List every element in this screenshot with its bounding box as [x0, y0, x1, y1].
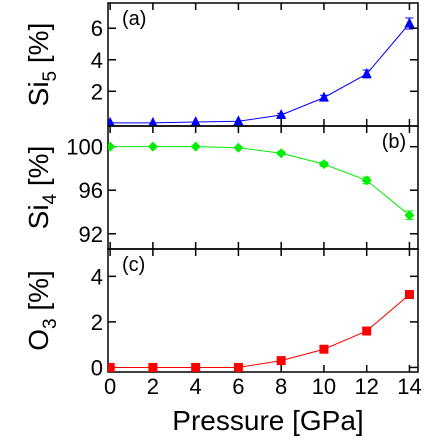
data-point	[108, 362, 115, 372]
data-point	[191, 362, 201, 372]
series-line	[110, 294, 410, 368]
data-point	[404, 17, 415, 28]
data-point	[108, 116, 115, 126]
x-axis-label: Pressure [GPa]	[172, 405, 363, 436]
data-point	[361, 67, 372, 78]
x-tick-label: 0	[104, 374, 116, 399]
data-point	[233, 142, 244, 153]
x-tick-label: 14	[397, 374, 421, 399]
y-axis-label: O3 [%]	[23, 270, 61, 351]
series-line	[110, 23, 410, 124]
data-point	[148, 362, 158, 372]
data-point	[108, 141, 116, 152]
data-point	[362, 326, 372, 336]
x-tick-label: 8	[275, 374, 287, 399]
panel-tag: (b)	[382, 131, 406, 153]
panel-tag: (c)	[122, 254, 145, 276]
data-point	[318, 159, 329, 170]
panel-frame	[107, 248, 419, 373]
y-tick-label: 0	[91, 355, 103, 380]
data-point	[361, 175, 372, 186]
series	[108, 141, 415, 221]
panel-tag: (a)	[122, 8, 146, 30]
data-point	[319, 344, 329, 354]
x-tick-label: 2	[147, 374, 159, 399]
data-point	[147, 141, 158, 152]
y-tick-label: 92	[79, 222, 103, 247]
data-point	[404, 210, 415, 221]
data-point	[233, 362, 243, 372]
panel-3: 0 2 4 (c) O3 [%]	[23, 248, 419, 380]
data-point	[318, 91, 329, 102]
panel-2: 92 96 100 (b) Si4 [%]	[23, 125, 419, 250]
series	[108, 290, 414, 372]
series	[108, 17, 415, 126]
y-tick-label: 100	[66, 135, 103, 160]
y-axis-label: Si4 [%]	[23, 146, 61, 230]
y-tick-label: 96	[79, 178, 103, 203]
data-point	[276, 148, 287, 159]
x-tick-label: 10	[312, 374, 336, 399]
panel-1: 2 4 6 (a) Si5 [%]	[23, 2, 419, 127]
data-point	[190, 141, 201, 152]
data-point	[190, 116, 201, 126]
data-point	[148, 116, 158, 126]
data-point	[276, 108, 287, 119]
x-tick-label: 6	[232, 374, 244, 399]
data-point	[404, 290, 414, 300]
y-tick-label: 4	[91, 264, 103, 289]
series-line	[110, 146, 410, 216]
data-point	[276, 356, 286, 366]
x-tick-label: 12	[354, 374, 378, 399]
y-tick-label: 2	[91, 79, 103, 104]
panel-frame	[107, 2, 419, 127]
y-tick-label: 4	[91, 48, 103, 73]
y-tick-label: 2	[91, 310, 103, 335]
data-point	[233, 115, 244, 126]
y-tick-label: 6	[91, 16, 103, 41]
y-axis-label: Si5 [%]	[23, 23, 61, 107]
x-tick-label: 4	[190, 374, 202, 399]
